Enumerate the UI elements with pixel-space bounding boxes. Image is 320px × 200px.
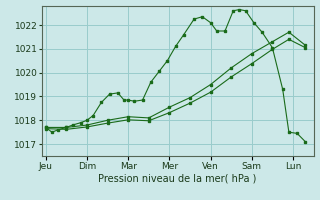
X-axis label: Pression niveau de la mer( hPa ): Pression niveau de la mer( hPa ) <box>99 173 257 183</box>
